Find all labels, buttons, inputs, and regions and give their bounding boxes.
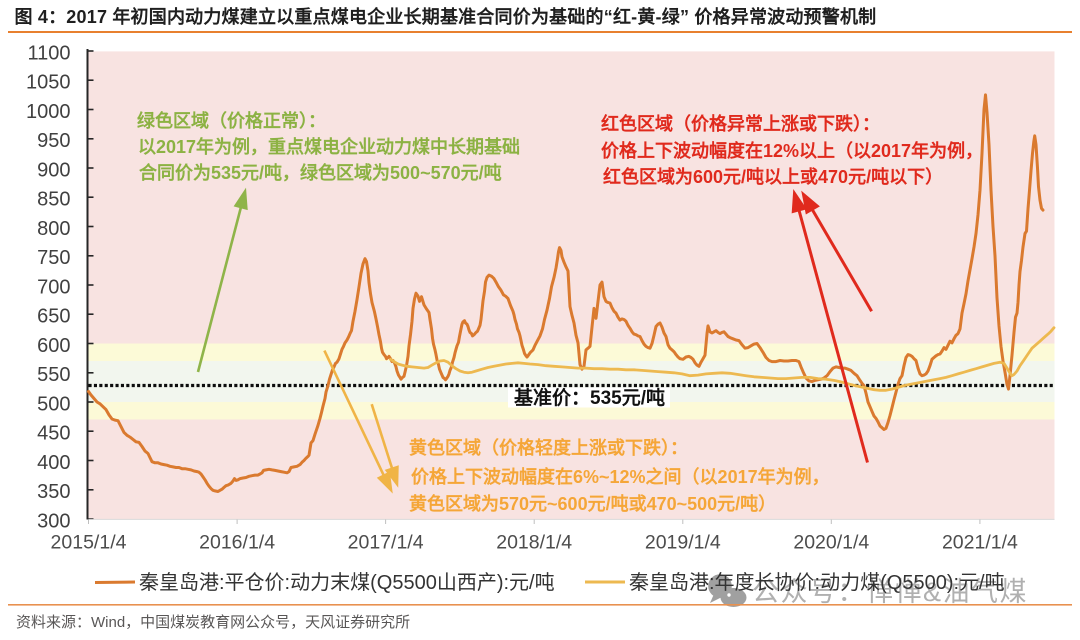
svg-text:2021/1/4: 2021/1/4 bbox=[942, 532, 1018, 554]
svg-text:2015/1/4: 2015/1/4 bbox=[51, 532, 127, 554]
svg-text:1050: 1050 bbox=[26, 72, 71, 94]
svg-text:700: 700 bbox=[37, 276, 70, 298]
svg-text:公众号：惮惮&油气煤: 公众号：惮惮&油气煤 bbox=[752, 577, 1028, 607]
svg-text:400: 400 bbox=[37, 452, 70, 474]
svg-text:价格上下波动幅度在6%~12%之间（以2017年为例，: 价格上下波动幅度在6%~12%之间（以2017年为例， bbox=[411, 466, 830, 487]
svg-text:价格上下波动幅度在12%以上（以2017年为例，: 价格上下波动幅度在12%以上（以2017年为例， bbox=[601, 140, 983, 161]
svg-text:600: 600 bbox=[37, 335, 70, 357]
svg-text:900: 900 bbox=[37, 159, 70, 181]
svg-text:300: 300 bbox=[37, 510, 70, 532]
svg-text:红色区域（价格异常上涨或下跌）：: 红色区域（价格异常上涨或下跌）： bbox=[601, 113, 880, 134]
svg-text:以2017年为例，重点煤电企业动力煤中长期基础: 以2017年为例，重点煤电企业动力煤中长期基础 bbox=[138, 136, 520, 157]
svg-text:550: 550 bbox=[37, 364, 70, 386]
svg-text:950: 950 bbox=[37, 130, 70, 152]
svg-text:1000: 1000 bbox=[26, 101, 71, 123]
svg-text:2018/1/4: 2018/1/4 bbox=[496, 532, 572, 554]
svg-text:2019/1/4: 2019/1/4 bbox=[645, 532, 721, 554]
svg-text:650: 650 bbox=[37, 306, 70, 328]
svg-text:800: 800 bbox=[37, 218, 70, 240]
svg-text:2020/1/4: 2020/1/4 bbox=[793, 532, 869, 554]
svg-text:2016/1/4: 2016/1/4 bbox=[199, 532, 275, 554]
svg-text:合同价为535元/吨，绿色区域为500~570元/吨: 合同价为535元/吨，绿色区域为500~570元/吨 bbox=[139, 162, 502, 183]
svg-text:黄色区域（价格轻度上涨或下跌）：: 黄色区域（价格轻度上涨或下跌）： bbox=[409, 437, 688, 458]
svg-text:绿色区域（价格正常）：: 绿色区域（价格正常）： bbox=[137, 110, 326, 131]
svg-text:图 4：2017 年初国内动力煤建立以重点煤电企业长期基准合: 图 4：2017 年初国内动力煤建立以重点煤电企业长期基准合同价为基础的“红-黄… bbox=[15, 6, 877, 27]
svg-text:750: 750 bbox=[37, 247, 70, 269]
svg-text:450: 450 bbox=[37, 423, 70, 445]
svg-text:秦皇岛港:平仓价:动力末煤(Q5500山西产):元/吨: 秦皇岛港:平仓价:动力末煤(Q5500山西产):元/吨 bbox=[139, 571, 555, 594]
svg-text:2017/1/4: 2017/1/4 bbox=[348, 532, 424, 554]
svg-text:350: 350 bbox=[37, 481, 70, 503]
svg-text:850: 850 bbox=[37, 189, 70, 211]
svg-text:红色区域为600元/吨以上或470元/吨以下）: 红色区域为600元/吨以上或470元/吨以下） bbox=[603, 166, 943, 187]
svg-text:500: 500 bbox=[37, 393, 70, 415]
svg-text:资料来源：Wind，中国煤炭教育网公众号，天风证券研究所: 资料来源：Wind，中国煤炭教育网公众号，天风证券研究所 bbox=[16, 614, 410, 631]
svg-text:1100: 1100 bbox=[27, 42, 70, 64]
svg-text:黄色区域为570元~600元/吨或470~500元/吨）: 黄色区域为570元~600元/吨或470~500元/吨） bbox=[409, 493, 776, 514]
svg-text:秦皇岛港:年度长协价:动力煤(Q5500):元/吨: 秦皇岛港:年度长协价:动力煤(Q5500):元/吨 bbox=[629, 571, 1005, 594]
svg-text:基准价：535元/吨: 基准价：535元/吨 bbox=[513, 386, 665, 409]
